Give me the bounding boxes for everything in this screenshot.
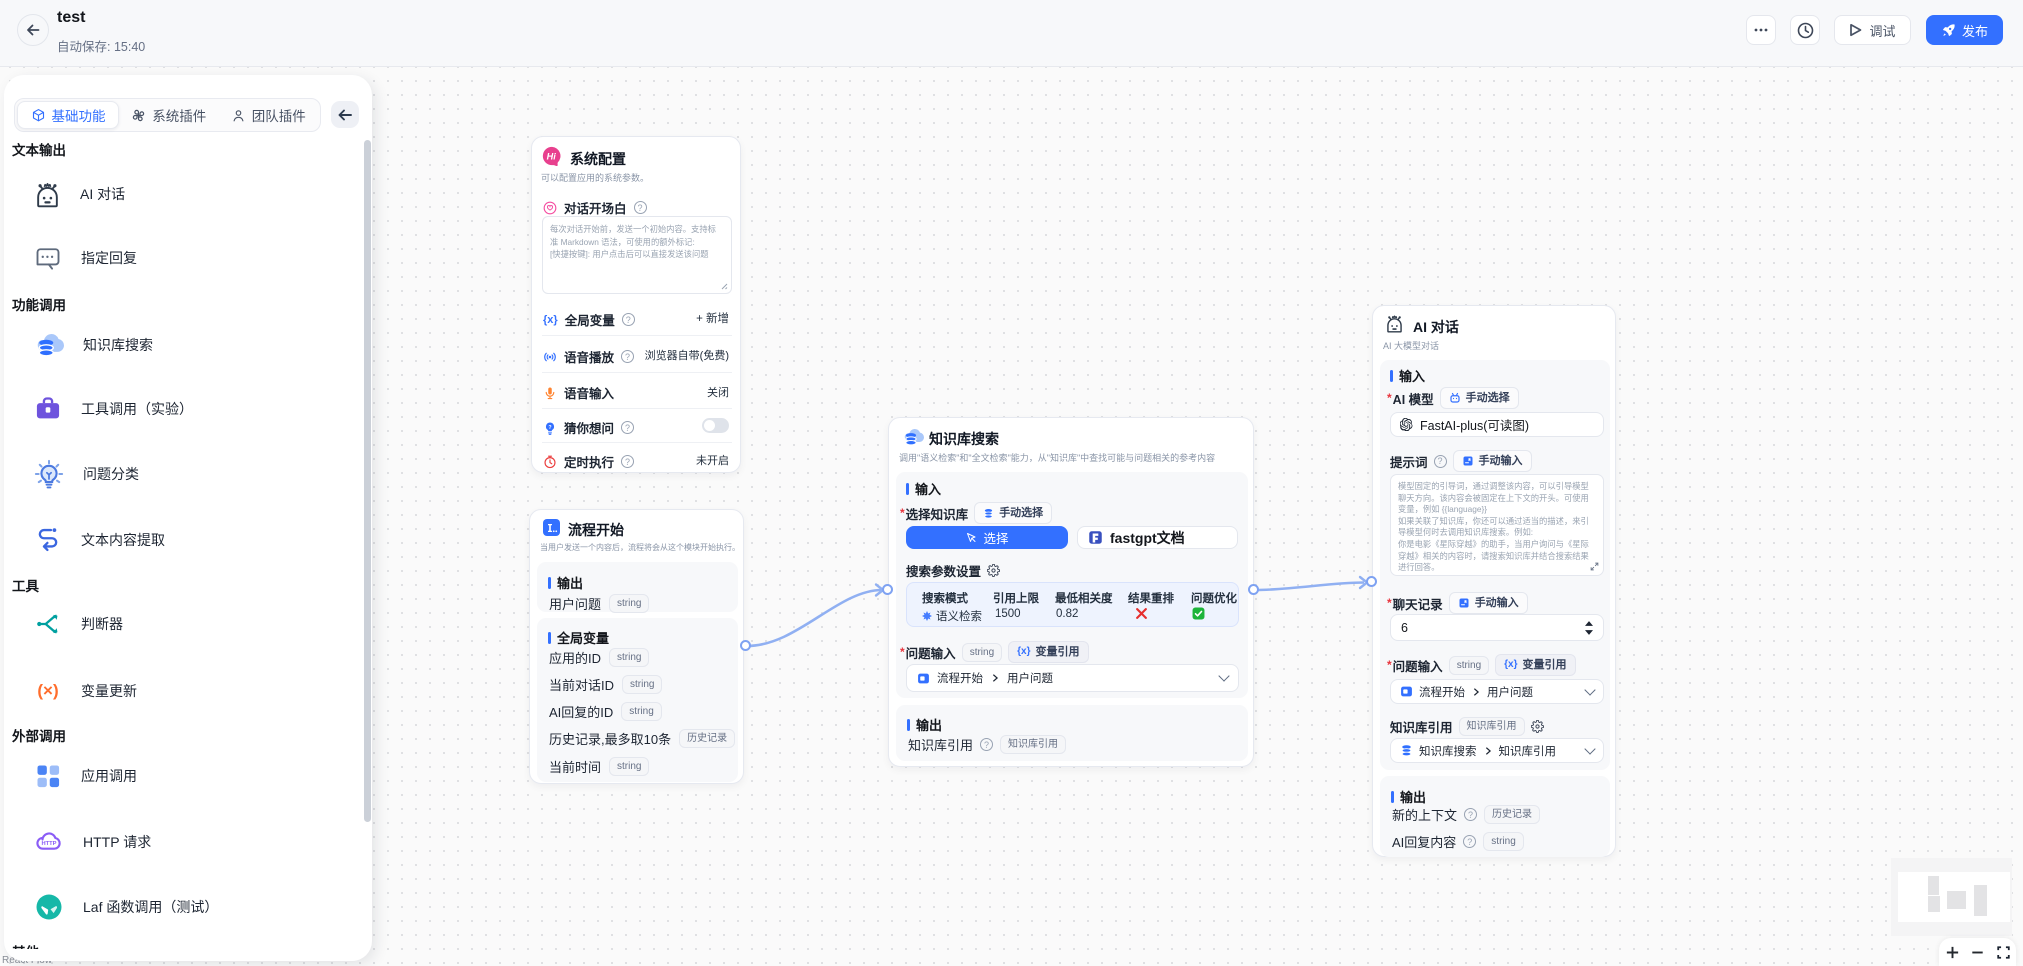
svg-text:Hi: Hi <box>547 151 557 161</box>
svg-text:HTTP: HTTP <box>41 841 56 847</box>
svg-text:?: ? <box>548 425 551 431</box>
